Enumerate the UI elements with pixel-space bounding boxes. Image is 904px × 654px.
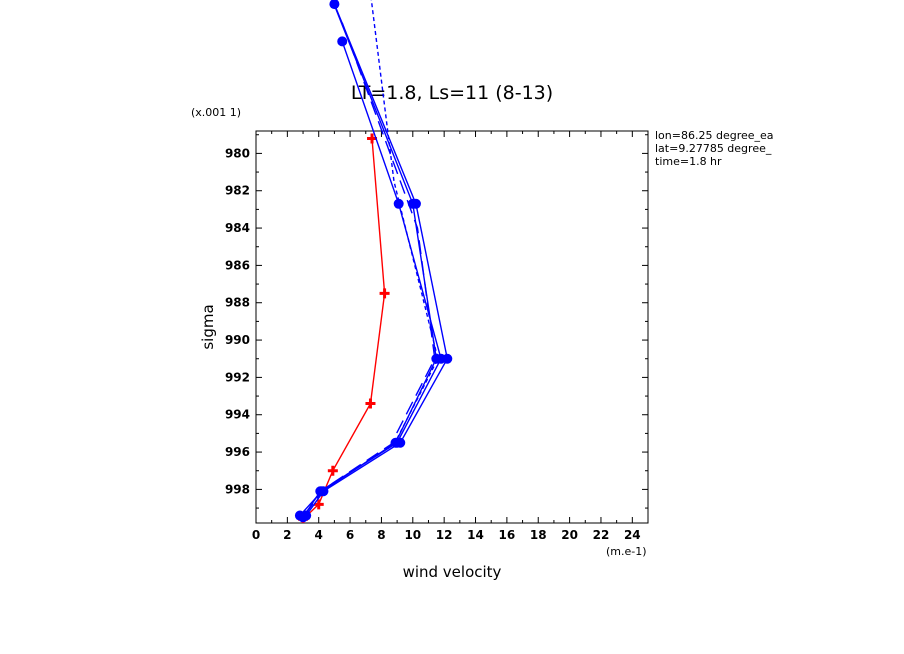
series-group bbox=[294, 0, 453, 523]
x-axis-label: wind velocity bbox=[403, 563, 502, 581]
y-tick-label: 996 bbox=[225, 445, 250, 459]
data-point-circle bbox=[393, 198, 404, 209]
data-point-plus bbox=[313, 499, 324, 510]
x-tick-label: 14 bbox=[467, 528, 484, 542]
y-tick-label: 984 bbox=[225, 221, 250, 235]
y-axis-label: sigma bbox=[199, 304, 217, 349]
series-line-blue-solid-1 bbox=[299, 0, 438, 516]
y-tick-label: 998 bbox=[225, 482, 250, 496]
y-tick-label: 990 bbox=[225, 333, 250, 347]
x-tick-label: 10 bbox=[404, 528, 421, 542]
y-tick-label: 988 bbox=[225, 296, 250, 310]
y-scale-label: (x.001 1) bbox=[191, 106, 241, 119]
chart-title: LT=1.8, Ls=11 (8-13) bbox=[351, 82, 553, 104]
y-tick-label: 982 bbox=[225, 184, 250, 198]
annotation-lon: lon=86.25 degree_ea bbox=[655, 129, 774, 142]
x-tick-label: 16 bbox=[499, 528, 516, 542]
data-point-plus bbox=[379, 288, 390, 299]
x-tick-label: 2 bbox=[283, 528, 291, 542]
data-point-circle bbox=[442, 353, 453, 364]
x-units-label: (m.e-1) bbox=[606, 545, 647, 558]
x-axis: 0 2 4 6 8 10 12 14 16 18 20 22 24 bbox=[252, 131, 641, 542]
plot-frame bbox=[255, 130, 649, 524]
x-tick-label: 12 bbox=[436, 528, 453, 542]
data-point-circle bbox=[329, 0, 340, 10]
data-point-circle bbox=[301, 510, 312, 521]
data-point-circle bbox=[395, 437, 406, 448]
x-tick-label: 24 bbox=[624, 528, 641, 542]
data-point-plus bbox=[365, 398, 376, 409]
series-line-blue-solid-2 bbox=[302, 41, 442, 518]
series-line-blue-longdash bbox=[302, 22, 436, 518]
x-tick-label: 6 bbox=[346, 528, 354, 542]
data-point-plus bbox=[327, 465, 338, 476]
x-tick-label: 18 bbox=[530, 528, 547, 542]
y-tick-label: 986 bbox=[225, 258, 250, 272]
annotation-time: time=1.8 hr bbox=[655, 155, 722, 168]
data-point-circle bbox=[337, 36, 348, 47]
series-line-blue-shortdash bbox=[302, 0, 439, 518]
y-tick-label: 992 bbox=[225, 370, 250, 384]
x-tick-label: 8 bbox=[377, 528, 385, 542]
y-tick-label: 980 bbox=[225, 146, 250, 160]
x-tick-label: 22 bbox=[593, 528, 610, 542]
series-line-blue-solid-3 bbox=[305, 3, 449, 516]
x-tick-label: 20 bbox=[561, 528, 578, 542]
data-point-circle bbox=[410, 198, 421, 209]
y-tick-label: 994 bbox=[225, 408, 250, 422]
series-line-red-solid-plus bbox=[302, 138, 386, 520]
y-axis: 980 982 984 986 988 990 992 994 996 998 bbox=[225, 134, 648, 509]
annotation-lat: lat=9.27785 degree_ bbox=[655, 142, 772, 155]
x-tick-label: 4 bbox=[315, 528, 323, 542]
x-tick-label: 0 bbox=[252, 528, 260, 542]
